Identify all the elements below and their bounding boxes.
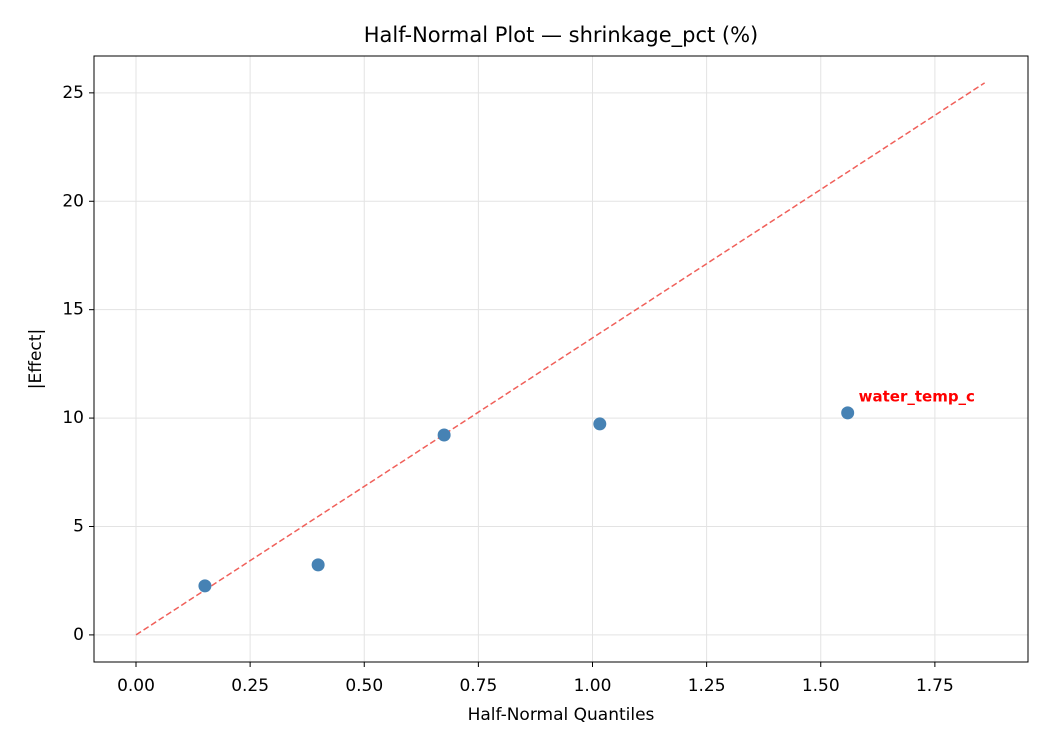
point [198,579,212,593]
x-tick-label: 0.50 [345,676,383,696]
x-tick-label: 0.25 [231,676,269,696]
y-tick-label: 0 [73,625,84,645]
x-tick-label: 0.75 [459,676,497,696]
point [311,558,325,572]
point [593,417,607,431]
y-tick-label: 15 [62,300,84,320]
annotation: water_temp_c [859,387,975,405]
reference-line [135,82,986,636]
y-axis-label: |Effect| [26,329,46,389]
x-tick-label: 1.00 [574,676,612,696]
y-tick-label: 5 [73,516,84,536]
chart-title: Half-Normal Plot — shrinkage_pct (%) [364,23,758,48]
y-tick-label: 20 [62,191,84,211]
x-tick-label: 1.25 [688,676,726,696]
point [437,428,451,442]
x-axis-label: Half-Normal Quantiles [468,705,655,725]
y-tick-label: 25 [62,83,84,103]
x-tick-label: 1.75 [916,676,954,696]
x-tick-label: 0.00 [117,676,155,696]
plot-frame [93,55,1029,663]
y-tick-label: 10 [62,408,84,428]
point [841,406,855,420]
x-tick-label: 1.50 [802,676,840,696]
